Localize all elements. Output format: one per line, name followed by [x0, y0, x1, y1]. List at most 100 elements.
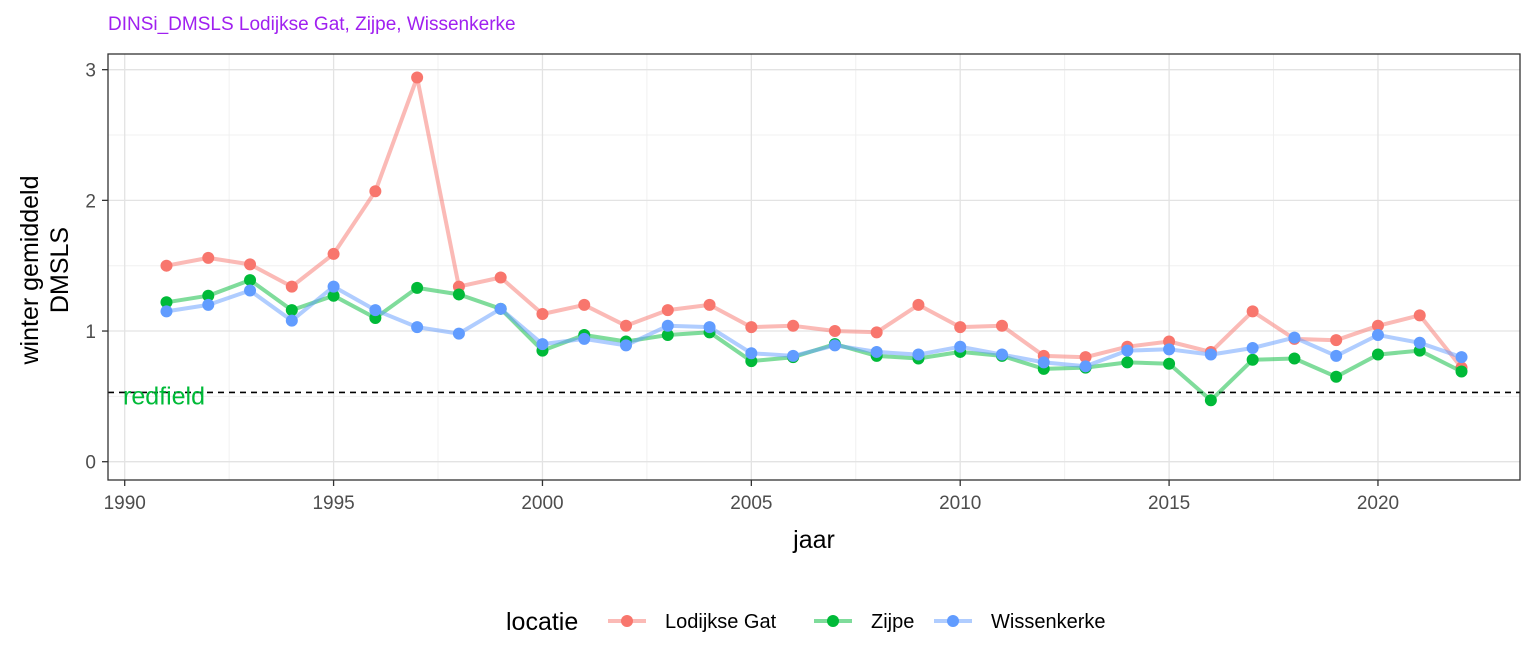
- legend-label-zijpe: Zijpe: [871, 611, 914, 633]
- data-point-lodijkse-gat: [285, 280, 298, 293]
- data-point-wissenkerke: [1371, 328, 1384, 341]
- data-point-wissenkerke: [661, 319, 674, 332]
- data-point-wissenkerke: [202, 298, 215, 311]
- x-tick-label: 1990: [104, 493, 146, 514]
- data-point-zijpe: [1330, 370, 1343, 383]
- data-point-zijpe: [327, 289, 340, 302]
- legend-title: locatie: [506, 608, 578, 636]
- data-point-lodijkse-gat: [244, 258, 257, 271]
- data-point-wissenkerke: [1037, 356, 1050, 369]
- data-point-wissenkerke: [1079, 360, 1092, 373]
- data-point-lodijkse-gat: [1330, 334, 1343, 347]
- data-point-lodijkse-gat: [369, 185, 382, 198]
- data-point-zijpe: [1371, 348, 1384, 361]
- data-point-wissenkerke: [870, 345, 883, 358]
- data-point-zijpe: [452, 288, 465, 301]
- y-tick-label: 2: [85, 191, 96, 212]
- legend-key-point: [621, 615, 633, 627]
- x-axis-label: jaar: [792, 526, 835, 554]
- data-point-zijpe: [160, 296, 173, 309]
- series-wissenkerke: [160, 280, 1468, 373]
- data-point-wissenkerke: [703, 321, 716, 334]
- data-point-zijpe: [1204, 394, 1217, 407]
- chart-title: DINSi_DMSLS Lodijkse Gat, Zijpe, Wissenk…: [108, 14, 516, 35]
- data-point-lodijkse-gat: [787, 319, 800, 332]
- data-point-zijpe: [1246, 353, 1259, 366]
- data-point-lodijkse-gat: [745, 321, 758, 334]
- legend-label-lodijkse-gat: Lodijkse Gat: [665, 611, 777, 633]
- data-point-zijpe: [1455, 365, 1468, 378]
- data-point-lodijkse-gat: [1413, 309, 1426, 322]
- data-point-zijpe: [202, 289, 215, 302]
- y-tick-label: 3: [85, 61, 96, 82]
- data-point-lodijkse-gat: [536, 308, 549, 321]
- series-line-zijpe: [166, 278, 1463, 403]
- legend-item-zijpe: Zijpe: [814, 611, 914, 633]
- data-point-lodijkse-gat: [327, 247, 340, 260]
- plot-panel-border: [107, 53, 1521, 481]
- data-point-zijpe: [1121, 356, 1134, 369]
- data-point-wissenkerke: [1413, 336, 1426, 349]
- x-tick-label: 2000: [521, 493, 563, 514]
- y-axis-label-line-1: winter gemiddeld: [16, 176, 44, 366]
- data-point-wissenkerke: [995, 348, 1008, 361]
- data-point-lodijkse-gat: [202, 251, 215, 264]
- redfield-label: redfield: [123, 382, 205, 410]
- data-point-wissenkerke: [369, 304, 382, 317]
- data-point-lodijkse-gat: [912, 298, 925, 311]
- data-point-zijpe: [661, 328, 674, 341]
- data-point-lodijkse-gat: [954, 321, 967, 334]
- data-point-lodijkse-gat: [620, 319, 633, 332]
- data-point-lodijkse-gat: [160, 259, 173, 272]
- grid: [108, 54, 1520, 480]
- data-point-wissenkerke: [285, 314, 298, 327]
- data-point-lodijkse-gat: [870, 326, 883, 339]
- data-point-lodijkse-gat: [995, 319, 1008, 332]
- legend: locatie Lodijkse Gat Zijpe Wissenkerke: [506, 608, 1105, 636]
- data-point-wissenkerke: [745, 347, 758, 360]
- series-line-wissenkerke: [166, 284, 1463, 369]
- data-point-wissenkerke: [1246, 342, 1259, 355]
- data-point-wissenkerke: [327, 280, 340, 293]
- data-point-zijpe: [244, 274, 257, 287]
- data-point-wissenkerke: [828, 339, 841, 352]
- data-point-lodijkse-gat: [578, 298, 591, 311]
- data-point-wissenkerke: [578, 332, 591, 345]
- data-point-lodijkse-gat: [494, 271, 507, 284]
- data-point-wissenkerke: [536, 338, 549, 351]
- data-point-lodijkse-gat: [661, 304, 674, 317]
- data-point-wissenkerke: [494, 302, 507, 315]
- y-tick-label: 1: [85, 322, 96, 343]
- data-point-wissenkerke: [1204, 348, 1217, 361]
- data-point-wissenkerke: [1455, 351, 1468, 364]
- data-point-lodijkse-gat: [1079, 351, 1092, 364]
- data-point-wissenkerke: [1288, 331, 1301, 344]
- y-axis-label: winter gemiddeld DMSLS: [16, 176, 74, 366]
- data-point-wissenkerke: [954, 340, 967, 353]
- x-tick-label: 2020: [1357, 493, 1399, 514]
- data-point-zijpe: [285, 304, 298, 317]
- data-point-lodijkse-gat: [703, 298, 716, 311]
- y-axis-label-line-2: DMSLS: [46, 227, 74, 313]
- legend-key-point: [947, 615, 959, 627]
- data-point-wissenkerke: [912, 348, 925, 361]
- data-point-wissenkerke: [620, 339, 633, 352]
- redfield-reference: redfield: [108, 382, 1520, 410]
- y-tick-label: 0: [85, 453, 96, 474]
- data-point-wissenkerke: [1121, 344, 1134, 357]
- data-point-zijpe: [1288, 352, 1301, 365]
- data-point-zijpe: [1163, 357, 1176, 370]
- data-point-wissenkerke: [787, 349, 800, 362]
- x-tick-label: 1995: [312, 493, 354, 514]
- legend-item-lodijkse-gat: Lodijkse Gat: [608, 611, 777, 633]
- axes: 1990 1995 2000 2005 2010 2015 2020 0 1 2 3: [85, 61, 1399, 514]
- series-lodijkse-gat: [160, 71, 1468, 374]
- legend-key-point: [827, 615, 839, 627]
- x-tick-label: 2015: [1148, 493, 1190, 514]
- x-tick-label: 2010: [939, 493, 981, 514]
- legend-label-wissenkerke: Wissenkerke: [991, 611, 1105, 633]
- series-line-lodijkse-gat: [166, 75, 1464, 369]
- data-point-lodijkse-gat: [1246, 305, 1259, 318]
- legend-item-wissenkerke: Wissenkerke: [934, 611, 1105, 633]
